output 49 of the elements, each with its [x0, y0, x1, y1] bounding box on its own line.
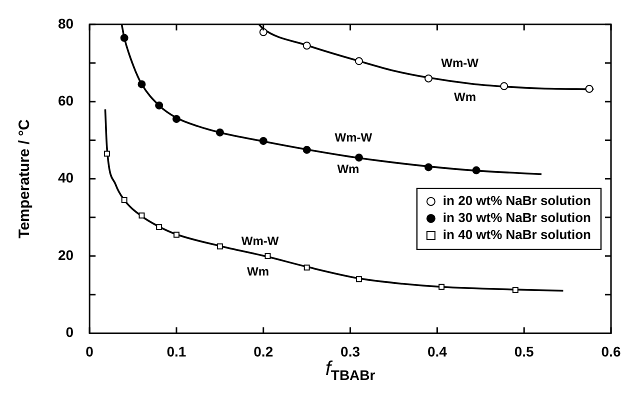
point [120, 34, 128, 42]
point [156, 224, 162, 230]
y-tick-label: 0 [66, 324, 74, 340]
point [121, 197, 128, 204]
x-tick-label: 0.5 [514, 343, 534, 360]
point [438, 284, 445, 290]
annotation: Wm-W [441, 56, 480, 70]
x-tick-label: 0.3 [340, 343, 360, 360]
point [174, 232, 180, 238]
point [585, 84, 594, 93]
point [104, 150, 110, 157]
annotation: Wm [454, 90, 476, 104]
point [216, 128, 224, 136]
point [302, 42, 311, 50]
legend-label: in 20 wt% NaBr solution [442, 193, 592, 208]
point [354, 57, 363, 66]
point [155, 101, 164, 110]
point [138, 80, 146, 88]
y-tick-label: 20 [58, 246, 74, 263]
point [138, 212, 145, 218]
x-tick-label: 0.1 [166, 343, 186, 360]
point [512, 286, 518, 293]
y-tick-label: 80 [58, 15, 74, 32]
point [172, 114, 180, 123]
annotation: Wm [246, 264, 269, 278]
point [259, 136, 268, 145]
point [424, 74, 432, 82]
point [259, 28, 268, 36]
annotation: Wm [337, 162, 360, 176]
x-tick-label: 0.6 [601, 343, 621, 360]
point [264, 253, 271, 259]
y-tick-label: 40 [58, 170, 74, 186]
point [354, 154, 363, 162]
annotation: Wm-W [334, 130, 373, 144]
x-tick-label: 0.2 [254, 343, 274, 360]
point [424, 163, 432, 172]
point [216, 243, 223, 250]
point [302, 146, 311, 154]
legend-label: in 30 wt% NaBr solution [442, 210, 592, 226]
y-axis-title: Temperature / °C [16, 119, 34, 238]
x-tick-label: 0.4 [427, 343, 448, 360]
point [500, 82, 508, 90]
point [356, 276, 362, 282]
point [472, 166, 480, 174]
legend-label: in 40 wt% NaBr solution [442, 227, 592, 242]
annotation: Wm-W [241, 234, 280, 248]
x-tick-label: 0 [86, 343, 94, 360]
point [304, 264, 310, 271]
y-tick-label: 60 [58, 92, 74, 108]
